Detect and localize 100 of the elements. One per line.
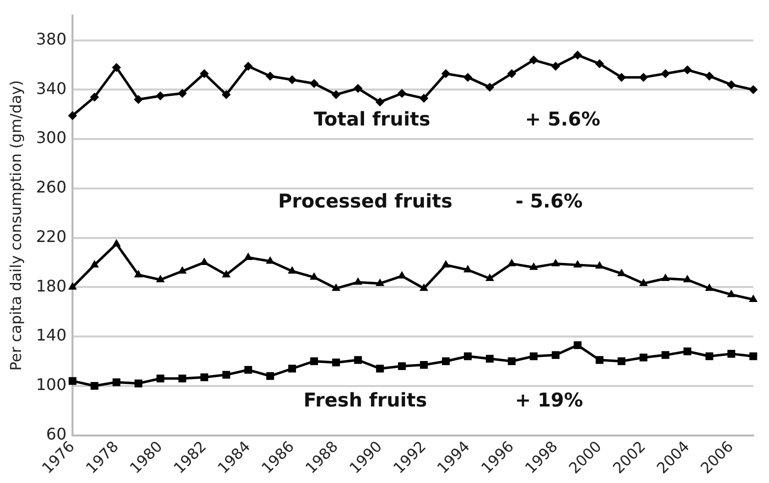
point [398,271,406,279]
point [617,268,626,276]
point [727,350,736,358]
point [375,98,384,107]
series-label: Fresh fruits [303,390,428,412]
y-tick-label: 380 [36,29,67,48]
point [354,277,362,285]
point [683,274,692,282]
y-tick-label: 340 [36,78,67,98]
y-tick-label: 220 [36,226,67,246]
point [244,366,252,374]
point [178,88,187,98]
point [705,352,714,360]
point [178,374,186,382]
point [662,351,670,359]
point [397,88,406,98]
point [486,354,494,363]
point [442,357,450,366]
point [68,111,78,120]
point [90,382,98,390]
point [332,90,341,100]
point [420,361,428,369]
annotation: + 5.6% [525,108,600,130]
point [156,91,165,100]
point [222,90,231,100]
point [288,364,296,373]
point [244,62,253,71]
point [112,238,121,246]
point [618,357,626,366]
point [639,278,648,286]
point [507,69,516,78]
point [134,95,143,104]
point [354,84,363,93]
point [552,351,560,359]
point [419,94,428,103]
series-label: Total fruits [314,108,430,130]
point [68,282,77,290]
point [266,256,274,264]
annotation: - 5.6% [515,190,583,212]
point [266,72,275,81]
point [595,261,604,269]
y-tick-label: 180 [36,276,67,296]
point [310,272,318,280]
point [748,85,758,94]
point [464,352,472,360]
point [310,357,318,366]
y-tick-label: 260 [36,178,67,197]
point [684,347,692,356]
point [463,72,472,82]
point [726,80,736,90]
point [551,62,560,71]
point [574,341,582,350]
point [507,258,516,266]
point [485,82,494,92]
point [178,266,187,274]
point [682,65,692,74]
point [68,377,76,385]
y-tick-label: 100 [36,375,67,394]
point [354,356,362,364]
point [156,274,165,282]
point [441,69,450,78]
point [376,278,384,286]
point [508,357,516,366]
point [530,352,538,360]
point [288,75,297,84]
point [529,56,538,65]
text: Processed fruits [278,190,452,212]
point [726,290,736,298]
point [640,354,648,362]
point [595,59,604,68]
point [266,372,274,380]
point [200,69,209,78]
point [442,260,450,268]
point [222,270,231,278]
point [704,72,714,81]
point [573,260,582,268]
point [288,266,296,274]
point [376,364,384,373]
point [134,380,142,388]
point [529,262,538,270]
point [660,69,670,78]
point [222,370,230,379]
point [90,92,99,102]
point [485,274,494,282]
point [661,274,670,282]
point [134,270,143,278]
point [156,374,164,382]
point [596,356,604,364]
point [705,283,714,291]
point [244,252,253,260]
annotation: + 19% [515,390,584,412]
point [112,62,121,72]
y-axis-title: Per capita daily consumption (gm/day) [6,80,25,371]
point [332,358,340,366]
point [573,50,582,60]
y-tick-label: 300 [36,128,67,148]
point [310,78,319,88]
point [551,258,560,266]
point [420,283,428,291]
point [112,378,120,386]
